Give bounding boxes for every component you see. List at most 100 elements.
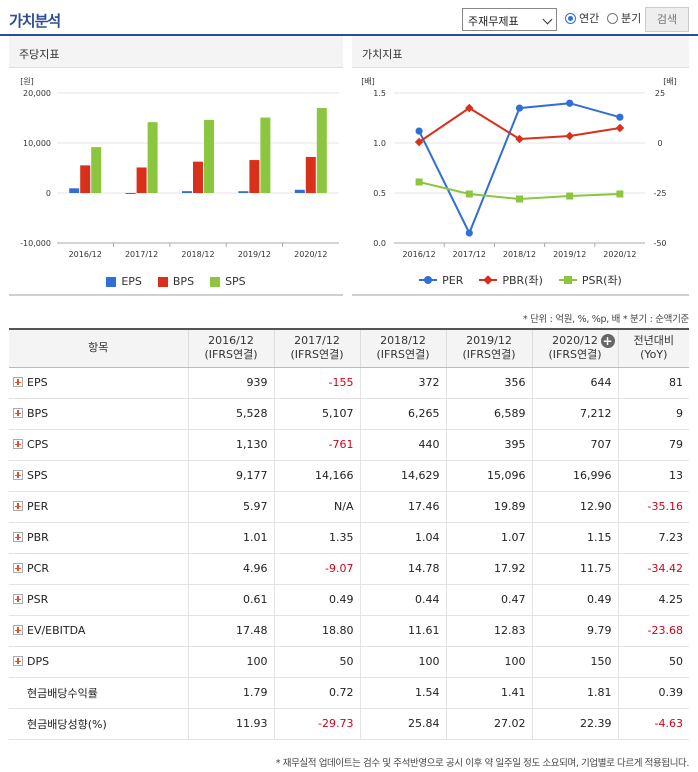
expand-icon[interactable] [13, 501, 23, 511]
legend-item[interactable]: PER [419, 272, 463, 288]
legend-line-icon [558, 275, 577, 285]
legend-item[interactable]: PBR(좌) [479, 272, 543, 288]
value-table: 항목 2016/12 (IFRS연결) 2017/12 (IFRS연결) 2018/12… [9, 328, 689, 740]
page-title: 가치분석 [9, 12, 61, 30]
value-cell: 939 [187, 367, 274, 399]
row-label-cell[interactable]: SPS [9, 460, 188, 492]
table-row: PBR 1.01 1.35 1.04 1.07 1.15 7.23 [9, 522, 689, 554]
bar-bps [80, 165, 91, 193]
legend-item[interactable]: SPS [210, 275, 246, 288]
header-item: 항목 [9, 329, 188, 368]
left-y-tick-label: 0.0 [373, 239, 386, 248]
header-col-basis: (IFRS연결) [376, 348, 430, 362]
legend-label: PBR(좌) [502, 274, 543, 287]
header-col-basis: (IFRS연결) [290, 348, 344, 362]
row-label-cell[interactable]: PBR [9, 522, 188, 554]
right-y-tick-label: -25 [653, 189, 666, 198]
header-col-0: 2016/12 (IFRS연결) [187, 329, 274, 368]
value-cell: 13 [617, 460, 689, 492]
expand-icon[interactable] [13, 656, 23, 666]
left-y-tick-label: 1.0 [373, 139, 386, 148]
value-cell: 0.49 [273, 584, 360, 616]
expand-icon[interactable] [13, 563, 23, 573]
legend-label: BPS [172, 275, 195, 288]
value-cell: 0.39 [617, 677, 689, 709]
row-label-cell[interactable]: PSR [9, 584, 188, 616]
radio-quarter[interactable]: 분기 [607, 10, 641, 26]
row-label-cell[interactable]: BPS [9, 398, 188, 430]
radio-checked-icon [565, 12, 576, 24]
valuation-panel: 가치지표 [배] [배] 1.5 1.0 0.5 0.0 25 0 -25 -50 2016/12 2… [352, 36, 689, 296]
expand-icon[interactable] [13, 532, 23, 542]
value-cell: 0.49 [531, 584, 618, 616]
right-axis-unit: [배] [663, 77, 677, 86]
row-label: 현금배당수익률 [27, 686, 98, 700]
row-label: 현금배당성향(%) [27, 717, 107, 731]
add-column-icon[interactable]: + [600, 334, 615, 348]
row-label-cell[interactable]: DPS [9, 646, 188, 678]
expand-icon[interactable] [13, 470, 23, 480]
bar-chart-legend: EPS BPS SPS [9, 275, 343, 288]
legend-swatch-icon [157, 276, 168, 287]
value-cell: 0.47 [445, 584, 532, 616]
value-cell: 18.80 [273, 615, 360, 647]
legend-item[interactable]: PSR(좌) [558, 272, 622, 288]
table-header-row: 항목 2016/12 (IFRS연결) 2017/12 (IFRS연결) 2018/12… [9, 329, 689, 368]
table-row: PSR 0.61 0.49 0.44 0.47 0.49 4.25 [9, 584, 689, 616]
expand-icon[interactable] [13, 408, 23, 418]
expand-icon[interactable] [13, 439, 23, 449]
expand-icon[interactable] [13, 625, 23, 635]
radio-annual[interactable]: 연간 [565, 10, 599, 26]
legend-item[interactable]: EPS [106, 275, 142, 288]
search-button[interactable]: 검색 [645, 7, 689, 32]
value-cell: 1.04 [359, 522, 446, 554]
row-label-cell[interactable]: PCR [9, 553, 188, 585]
x-tick-label: 2018/12 [503, 250, 536, 258]
right-y-tick-label: 0 [657, 139, 662, 148]
expand-icon[interactable] [13, 377, 23, 387]
radio-unchecked-icon [607, 12, 618, 24]
bar-sps [204, 119, 214, 193]
row-label-cell[interactable]: PER [9, 491, 188, 523]
bar-sps [147, 122, 158, 193]
legend-item[interactable]: BPS [157, 275, 195, 288]
header-col-basis: (IFRS연결) [204, 348, 258, 362]
legend-swatch-icon [210, 276, 221, 287]
row-label: CPS [27, 438, 49, 451]
header-col-1: 2017/12 (IFRS연결) [273, 329, 360, 368]
point-PBR(좌) [615, 123, 625, 133]
x-tick-label: 2016/12 [69, 250, 102, 258]
header-bar: 가치분석 주재무제표 연간 분기 검색 [0, 0, 698, 36]
bar-bps [249, 160, 260, 193]
value-cell: 12.90 [531, 491, 618, 523]
header-col-period: 2020/12 [552, 334, 598, 348]
legend-label: PSR(좌) [581, 274, 622, 287]
row-label-cell[interactable]: EPS [9, 367, 188, 399]
value-cell: 11.61 [359, 615, 446, 647]
point-PER [566, 99, 574, 107]
expand-icon[interactable] [13, 594, 23, 604]
y-tick-label: 20,000 [23, 89, 51, 98]
value-cell: 22.39 [531, 708, 618, 740]
value-cell: 1.07 [445, 522, 532, 554]
header-col-period: 전년대비 [633, 334, 674, 348]
point-PSR(좌) [616, 190, 624, 198]
value-cell: 7.23 [617, 522, 689, 554]
value-cell: 4.25 [617, 584, 689, 616]
row-label-cell: 현금배당수익률 [9, 677, 188, 709]
row-label-cell: 현금배당성향(%) [9, 708, 188, 740]
statement-type-select[interactable]: 주재무제표 [462, 8, 557, 31]
header-col-period: 2018/12 [380, 334, 426, 348]
x-tick-label: 2020/12 [294, 250, 327, 258]
value-cell: 0.61 [187, 584, 274, 616]
value-cell: 14,629 [359, 460, 446, 492]
row-label-cell[interactable]: CPS [9, 429, 188, 461]
value-cell: -155 [273, 367, 360, 399]
point-PSR(좌) [415, 178, 423, 186]
value-cell: 150 [531, 646, 618, 678]
footnote: * 재무실적 업데이트는 검수 및 주석반영으로 공시 이후 약 일주일 정도 … [275, 758, 690, 769]
chevron-down-icon [542, 14, 553, 25]
value-cell: 1.54 [359, 677, 446, 709]
row-label-cell[interactable]: EV/EBITDA [9, 615, 188, 647]
value-cell: 5.97 [187, 491, 274, 523]
